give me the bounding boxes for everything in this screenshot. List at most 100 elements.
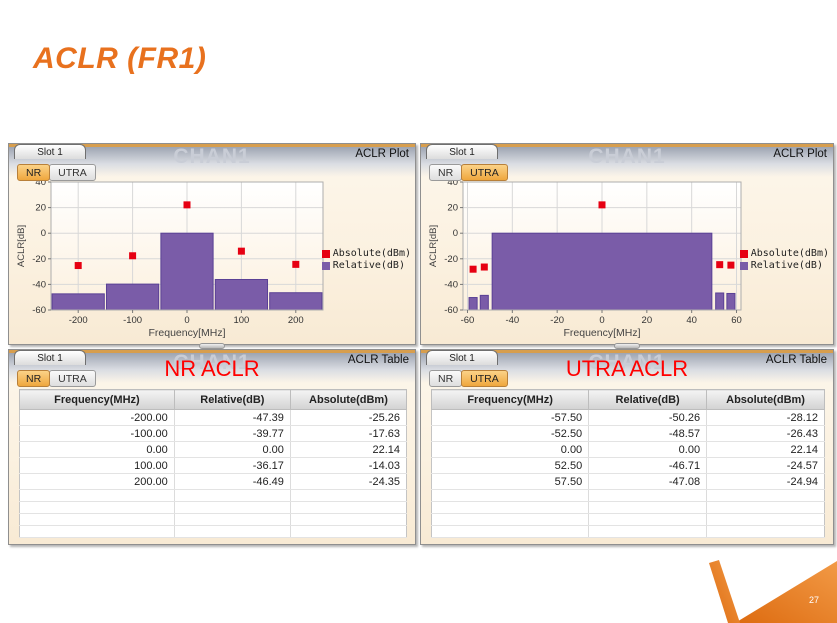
- table-cell: -47.39: [174, 409, 291, 426]
- utra-aclr-table: Frequency(MHz) Relative(dB) Absolute(dBm…: [430, 389, 825, 538]
- table-cell: -52.50: [431, 425, 590, 442]
- svg-text:20: 20: [447, 203, 458, 214]
- relative-swatch-icon: [739, 262, 748, 270]
- table-cell: -57.50: [431, 409, 590, 426]
- panel-type-label: ACLR Table: [765, 354, 827, 366]
- svg-text:100: 100: [233, 315, 249, 326]
- nr-aclr-chart: -200 -100 0 100 200 40 20 0 -20 -40 -60 Frequency[M…: [15, 177, 413, 344]
- svg-text:-20: -20: [550, 315, 564, 326]
- column-header-frequency: Frequency(MHz): [19, 389, 175, 410]
- x-axis-label: Frequency[MHz]: [563, 327, 640, 339]
- splitter-grip[interactable]: [199, 343, 225, 349]
- absolute-marker: [598, 201, 606, 209]
- absolute-marker: [292, 260, 300, 268]
- absolute-marker: [469, 265, 477, 273]
- utra-aclr-table-panel: CHAN1 Slot 1 ACLR Table UTRA ACLR NR UTR…: [420, 349, 834, 545]
- table-header-row: Frequency(MHz) Relative(dB) Absolute(dBm…: [19, 389, 408, 410]
- relative-bar: [479, 294, 489, 311]
- table-cell: 0.00: [19, 441, 175, 458]
- table-row: 0.00 0.00 22.14: [19, 441, 407, 458]
- empty-table-row: [431, 525, 825, 538]
- y-axis-label: ACLR[dB]: [428, 225, 439, 267]
- splitter-grip[interactable]: [614, 343, 640, 349]
- table-row: 100.00 -36.17 -14.03: [19, 457, 407, 474]
- svg-text:0: 0: [184, 315, 189, 326]
- svg-text:0: 0: [41, 228, 46, 239]
- svg-text:-20: -20: [32, 254, 46, 265]
- svg-text:200: 200: [288, 315, 304, 326]
- slot-tab[interactable]: Slot 1: [426, 144, 498, 159]
- slot-tab[interactable]: Slot 1: [14, 144, 86, 159]
- tab-utra[interactable]: UTRA: [49, 164, 96, 181]
- table-row: 200.00 -46.49 -24.35: [19, 473, 407, 490]
- table-cell: 0.00: [588, 441, 708, 458]
- legend-item-absolute: Absolute(dBm): [321, 248, 411, 260]
- nr-utra-tab-group: NR UTRA: [17, 164, 96, 181]
- legend-label: Absolute(dBm): [750, 248, 829, 259]
- nr-aclr-plot-panel: CHAN1 Slot 1 ACLR Plot NR UTRA -200 -100 0…: [8, 143, 416, 345]
- table-cell: -25.26: [290, 409, 407, 426]
- table-cell: 200.00: [19, 473, 175, 490]
- utra-aclr-plot-panel: CHAN1 Slot 1 ACLR Plot NR UTRA -60 -40 -20…: [420, 143, 834, 345]
- svg-text:-60: -60: [444, 305, 458, 316]
- tab-utra[interactable]: UTRA: [49, 370, 96, 387]
- svg-text:-20: -20: [444, 254, 458, 265]
- nr-aclr-table-panel: CHAN1 Slot 1 ACLR Table NR ACLR NR UTRA …: [8, 349, 416, 545]
- panel-top-strip: [9, 350, 415, 353]
- svg-text:20: 20: [35, 203, 46, 214]
- table-cell: -26.43: [706, 425, 825, 442]
- table-cell: -28.12: [706, 409, 825, 426]
- relative-swatch-icon: [321, 262, 330, 270]
- table-row: 0.00 0.00 22.14: [431, 441, 825, 458]
- panel-type-label: ACLR Table: [347, 354, 409, 366]
- relative-bar: [715, 292, 725, 311]
- empty-table-row: [19, 501, 407, 514]
- table-cell: -46.49: [174, 473, 291, 490]
- empty-table-row: [431, 501, 825, 514]
- absolute-marker: [480, 263, 488, 271]
- slot-tab[interactable]: Slot 1: [14, 350, 86, 365]
- slot-tab[interactable]: Slot 1: [426, 350, 498, 365]
- table-row: -57.50 -50.26 -28.12: [431, 409, 825, 426]
- empty-table-row: [19, 513, 407, 526]
- table-cell: 100.00: [19, 457, 175, 474]
- table-header-row: Frequency(MHz) Relative(dB) Absolute(dBm…: [430, 389, 825, 410]
- table-cell: 22.14: [290, 441, 407, 458]
- chart-area: -200 -100 0 100 200 40 20 0 -20 -40 -60 Frequency[M…: [15, 177, 413, 344]
- tab-nr[interactable]: NR: [17, 164, 51, 181]
- absolute-marker: [716, 261, 724, 269]
- legend-item-relative: Relative(dB): [321, 260, 411, 272]
- absolute-marker: [237, 247, 245, 255]
- table-row: -52.50 -48.57 -26.43: [431, 425, 825, 442]
- relative-bar: [269, 292, 323, 311]
- table-cell: -48.57: [588, 425, 708, 442]
- empty-table-row: [19, 489, 407, 502]
- table-cell: -36.17: [174, 457, 291, 474]
- table-cell: -24.57: [706, 457, 825, 474]
- table-row: -200.00 -47.39 -25.26: [19, 409, 407, 426]
- svg-text:40: 40: [686, 315, 697, 326]
- svg-text:40: 40: [447, 180, 458, 188]
- column-header-relative: Relative(dB): [173, 389, 291, 410]
- svg-text:0: 0: [453, 228, 458, 239]
- table-cell: -46.71: [588, 457, 708, 474]
- panel-type-label: ACLR Plot: [355, 148, 409, 160]
- page-number: 27: [809, 595, 819, 605]
- tab-utra[interactable]: UTRA: [461, 164, 508, 181]
- relative-bar: [105, 283, 160, 311]
- table-cell: 22.14: [706, 441, 825, 458]
- svg-text:0: 0: [599, 315, 604, 326]
- relative-bar: [468, 297, 478, 311]
- tab-nr[interactable]: NR: [429, 370, 463, 387]
- tab-nr[interactable]: NR: [17, 370, 51, 387]
- x-axis-label: Frequency[MHz]: [148, 327, 225, 339]
- absolute-marker: [129, 252, 137, 260]
- absolute-swatch-icon: [739, 250, 748, 258]
- tab-utra[interactable]: UTRA: [461, 370, 508, 387]
- tab-nr[interactable]: NR: [429, 164, 463, 181]
- corner-checkmark-decoration: 27: [709, 560, 837, 623]
- table-cell: -17.63: [290, 425, 407, 442]
- nr-utra-tab-group: NR UTRA: [17, 370, 96, 387]
- legend-item-relative: Relative(dB): [739, 260, 829, 272]
